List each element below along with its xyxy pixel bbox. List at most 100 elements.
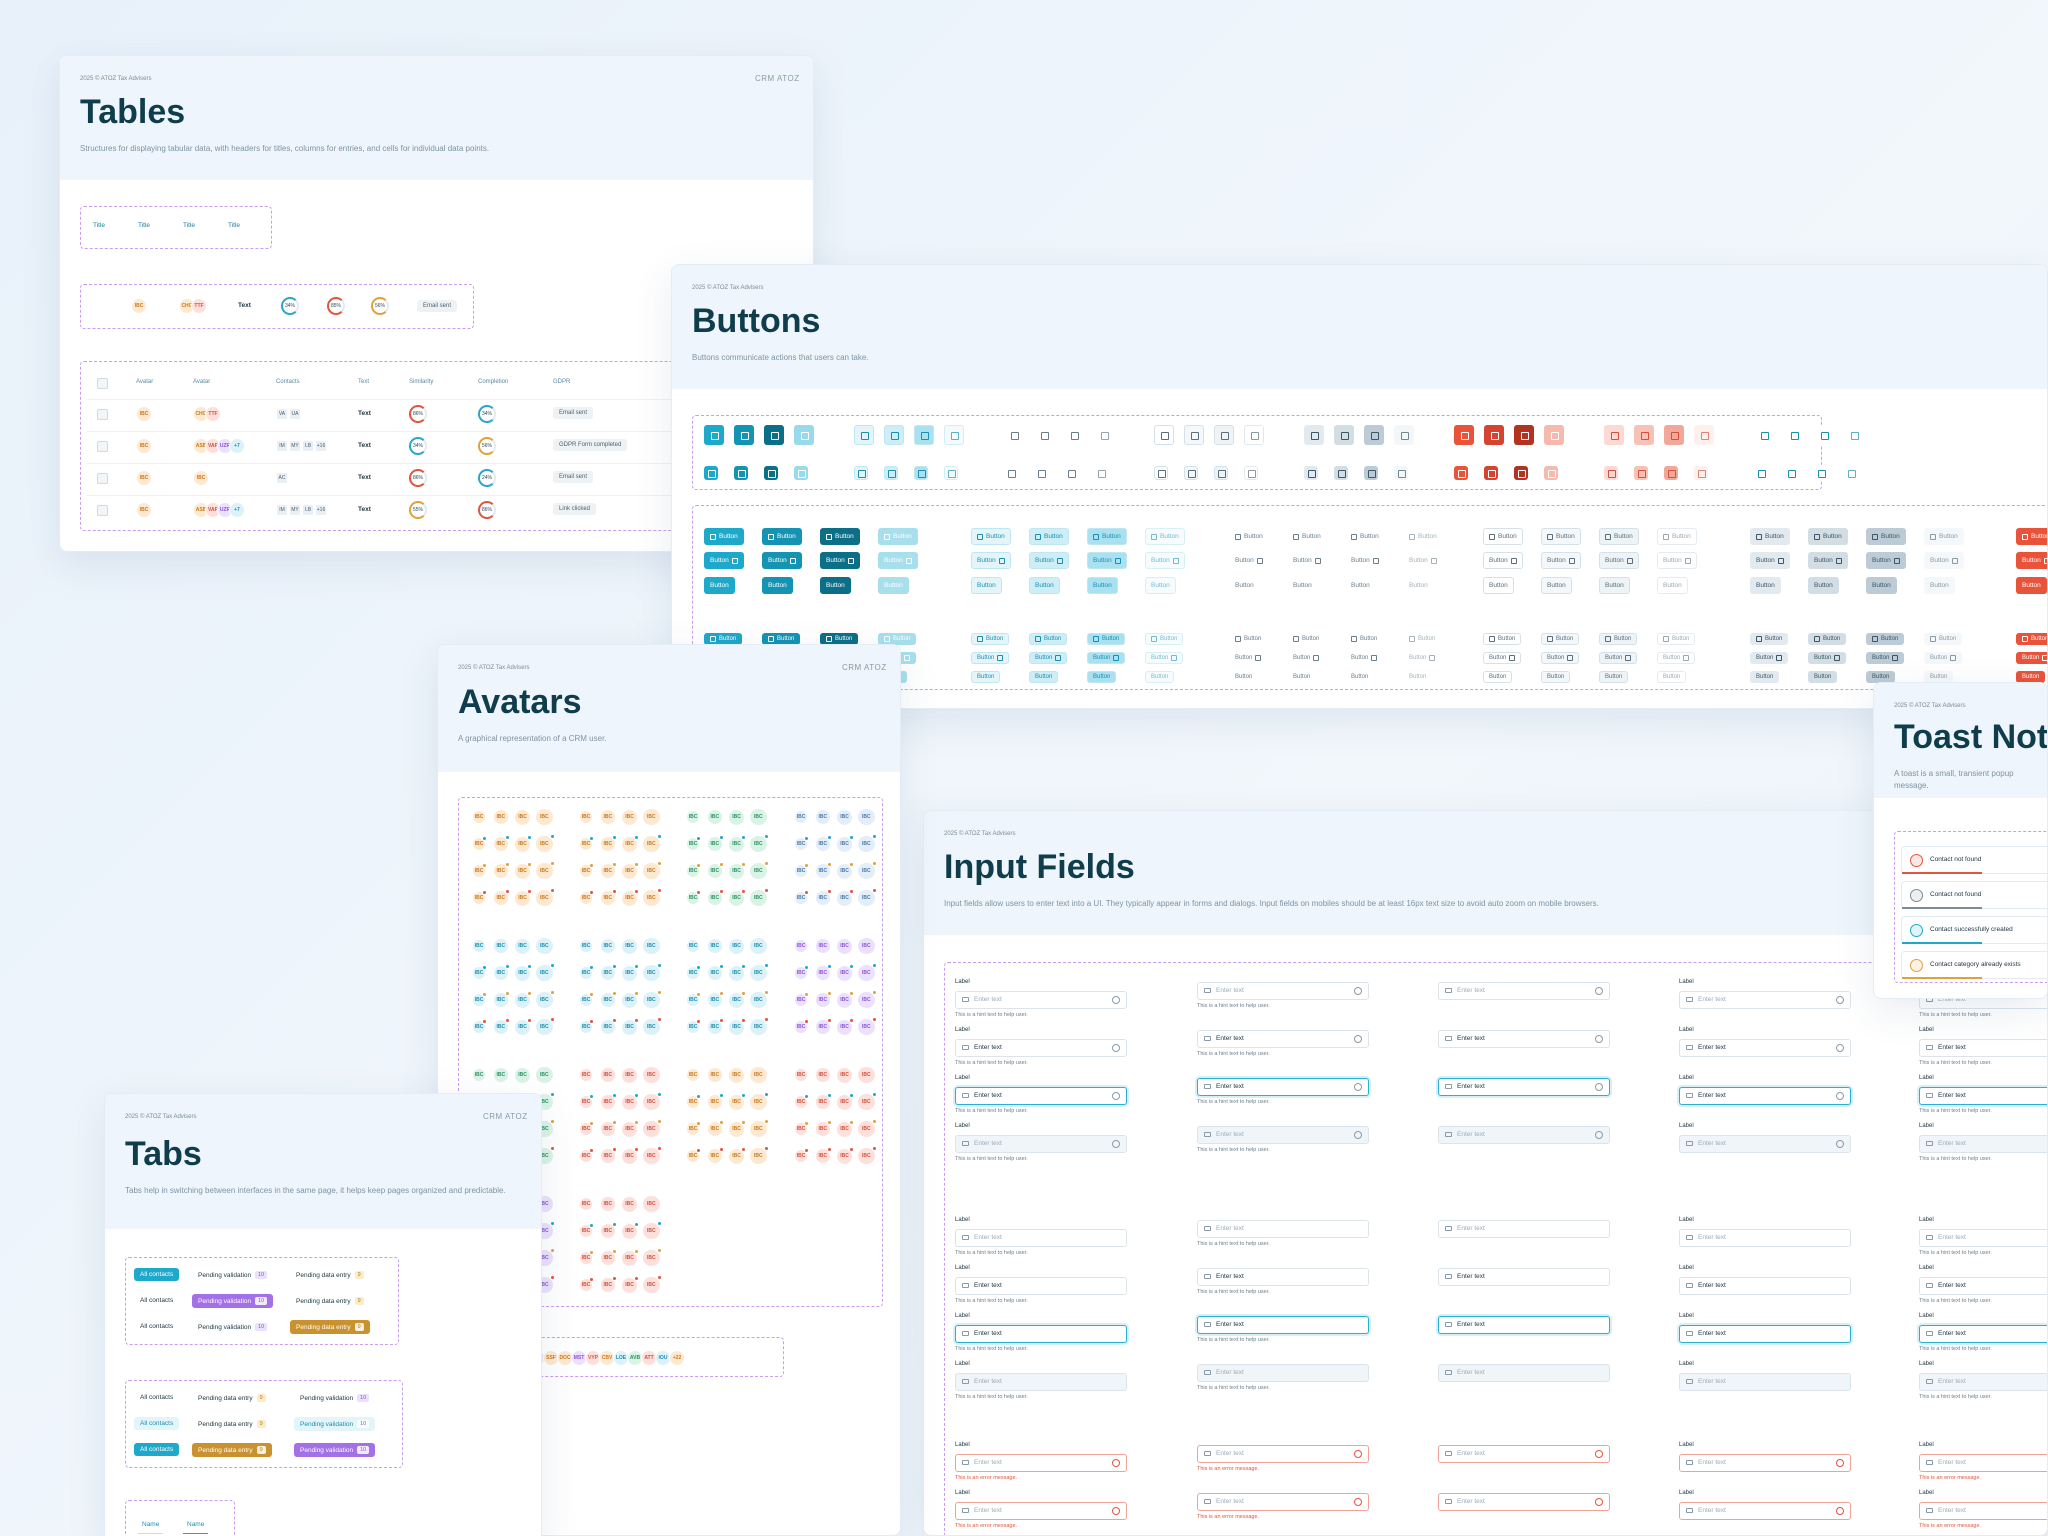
tab[interactable]: All contacts bbox=[134, 1417, 180, 1430]
icon-button[interactable] bbox=[1634, 425, 1654, 445]
input-field[interactable]: Enter text bbox=[1679, 1039, 1851, 1057]
button[interactable]: Button bbox=[878, 633, 917, 645]
icon-button[interactable] bbox=[1064, 466, 1078, 480]
button[interactable]: Button bbox=[1287, 577, 1318, 594]
input-field[interactable]: Enter text bbox=[1438, 1030, 1610, 1048]
icon-button[interactable] bbox=[854, 466, 868, 480]
button[interactable]: Button bbox=[1750, 633, 1789, 645]
icon-button[interactable] bbox=[1514, 425, 1534, 445]
icon-button[interactable] bbox=[1604, 425, 1624, 445]
button[interactable]: Button bbox=[1808, 652, 1847, 664]
icon-button[interactable] bbox=[1214, 425, 1234, 445]
button[interactable]: Button bbox=[1599, 652, 1638, 664]
icon-button[interactable] bbox=[1154, 425, 1174, 445]
tab[interactable]: Pending data entry 9 bbox=[192, 1391, 272, 1405]
input-field[interactable]: Enter text bbox=[955, 1229, 1127, 1247]
tab[interactable]: Name bbox=[138, 1511, 164, 1534]
input-field[interactable]: Enter text bbox=[955, 1325, 1127, 1343]
input-field[interactable]: Enter text bbox=[1438, 1493, 1610, 1511]
button[interactable]: Button bbox=[1145, 552, 1185, 569]
input-field[interactable]: Enter text bbox=[1197, 1126, 1369, 1144]
icon-button[interactable] bbox=[1394, 425, 1414, 445]
button[interactable]: Button bbox=[1541, 528, 1581, 545]
input-field[interactable]: Enter text bbox=[1197, 1316, 1369, 1334]
button[interactable]: Button bbox=[1087, 577, 1118, 594]
button[interactable]: Button bbox=[1599, 528, 1639, 545]
input-field[interactable]: Enter text bbox=[1919, 1229, 2047, 1247]
button[interactable]: Button bbox=[1029, 552, 1069, 569]
icon-button[interactable] bbox=[1034, 425, 1054, 445]
button[interactable]: Button bbox=[1808, 577, 1839, 594]
icon-button[interactable] bbox=[914, 466, 928, 480]
button[interactable]: Button bbox=[1924, 652, 1963, 664]
input-field[interactable]: Enter text bbox=[1679, 991, 1851, 1009]
button[interactable]: Button bbox=[820, 577, 851, 594]
button[interactable]: Button bbox=[1229, 633, 1268, 645]
button[interactable]: Button bbox=[820, 633, 859, 645]
button[interactable]: Button bbox=[1541, 577, 1572, 594]
input-field[interactable]: Enter text bbox=[1919, 1277, 2047, 1295]
tab[interactable]: All contacts bbox=[134, 1294, 179, 1307]
button[interactable]: Button bbox=[1750, 652, 1789, 664]
button[interactable]: Button bbox=[1866, 652, 1905, 664]
button[interactable]: Button bbox=[1345, 528, 1385, 545]
input-field[interactable]: Enter text bbox=[1919, 1502, 2047, 1520]
button[interactable]: Button bbox=[1924, 577, 1955, 594]
input-field[interactable]: Enter text bbox=[1438, 982, 1610, 1000]
button[interactable]: Button bbox=[878, 552, 918, 569]
input-field[interactable]: Enter text bbox=[1438, 1078, 1610, 1096]
icon-button[interactable] bbox=[1154, 466, 1168, 480]
button[interactable]: Button bbox=[1145, 633, 1184, 645]
icon-button[interactable] bbox=[1784, 466, 1798, 480]
icon-button[interactable] bbox=[1844, 466, 1858, 480]
icon-button[interactable] bbox=[1844, 425, 1864, 445]
input-field[interactable]: Enter text bbox=[1197, 1268, 1369, 1286]
button[interactable]: Button bbox=[971, 671, 1001, 683]
input-field[interactable]: Enter text bbox=[1679, 1135, 1851, 1153]
button[interactable]: Button bbox=[1145, 528, 1185, 545]
button[interactable]: Button bbox=[971, 633, 1010, 645]
button[interactable]: Button bbox=[1483, 652, 1522, 664]
button[interactable]: Button bbox=[1403, 671, 1433, 683]
button[interactable]: Button bbox=[1229, 671, 1259, 683]
input-field[interactable]: Enter text bbox=[1679, 1277, 1851, 1295]
icon-button[interactable] bbox=[1244, 425, 1264, 445]
button[interactable]: Button bbox=[2016, 552, 2047, 569]
tab[interactable]: Pending data entry 9 bbox=[290, 1320, 370, 1334]
button[interactable]: Button bbox=[1287, 528, 1327, 545]
tab[interactable]: Pending validation 10 bbox=[294, 1443, 376, 1457]
icon-button[interactable] bbox=[1214, 466, 1228, 480]
button[interactable]: Button bbox=[1403, 528, 1443, 545]
button[interactable]: Button bbox=[878, 577, 909, 594]
icon-button[interactable] bbox=[1664, 466, 1678, 480]
icon-button[interactable] bbox=[764, 466, 778, 480]
tab[interactable]: All contacts bbox=[134, 1391, 179, 1404]
icon-button[interactable] bbox=[1754, 466, 1768, 480]
button[interactable]: Button bbox=[1287, 652, 1326, 664]
input-field[interactable]: Enter text bbox=[1919, 1039, 2047, 1057]
button[interactable]: Button bbox=[762, 552, 802, 569]
tab[interactable]: All contacts bbox=[134, 1268, 180, 1281]
icon-button[interactable] bbox=[1004, 466, 1018, 480]
button[interactable]: Button bbox=[762, 528, 802, 545]
input-field[interactable]: Enter text bbox=[955, 1277, 1127, 1295]
button[interactable]: Button bbox=[878, 528, 918, 545]
button[interactable]: Button bbox=[762, 633, 801, 645]
button[interactable]: Button bbox=[1229, 552, 1269, 569]
icon-button[interactable] bbox=[1364, 425, 1384, 445]
icon-button[interactable] bbox=[1754, 425, 1774, 445]
button[interactable]: Button bbox=[1483, 528, 1523, 545]
button[interactable]: Button bbox=[762, 577, 793, 594]
icon-button[interactable] bbox=[1394, 466, 1408, 480]
icon-button[interactable] bbox=[1694, 425, 1714, 445]
button[interactable]: Button bbox=[1029, 633, 1068, 645]
button[interactable]: Button bbox=[1345, 652, 1384, 664]
button[interactable]: Button bbox=[1599, 671, 1629, 683]
button[interactable]: Button bbox=[1403, 552, 1443, 569]
button[interactable]: Button bbox=[1229, 577, 1260, 594]
button[interactable]: Button bbox=[1866, 577, 1897, 594]
button[interactable]: Button bbox=[1087, 633, 1126, 645]
button[interactable]: Button bbox=[1087, 652, 1126, 664]
input-field[interactable]: Enter text bbox=[1438, 1268, 1610, 1286]
input-field[interactable]: Enter text bbox=[1197, 1030, 1369, 1048]
